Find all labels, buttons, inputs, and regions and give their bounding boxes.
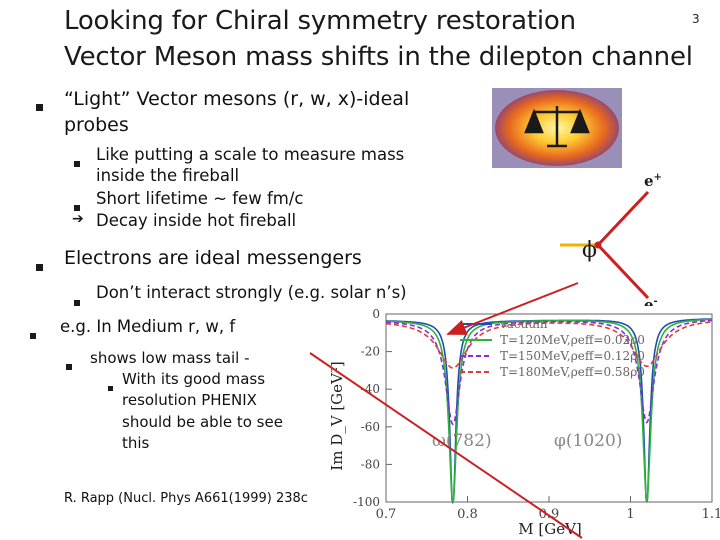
sub-bullet-marker xyxy=(66,355,72,374)
decay-diagram xyxy=(560,190,650,300)
phenix-line-1: With its good mass xyxy=(122,370,266,388)
e-plus-track xyxy=(596,190,650,247)
sub-bullet-marker xyxy=(108,376,113,395)
y-tick-label: -80 xyxy=(361,457,380,471)
sub-bullet-shows: shows low mass tail - xyxy=(90,349,250,367)
arrow-bullet-icon: ➔ xyxy=(72,211,84,227)
sub-bullet-lifetime: Short lifetime ~ few fm/c xyxy=(96,189,304,208)
phenix-line-4: this xyxy=(122,434,150,452)
reference-citation: R. Rapp (Nucl. Phys A661(1999) 238c xyxy=(64,491,308,506)
spectral-function-chart: -100-80-60-40-200 0.7 0.8 0.9 1 1.1 Im D_V [… xyxy=(320,306,720,540)
sub-bullet-scale: Like putting a scale to measure mass xyxy=(96,145,405,164)
legend-label: T=120MeV,ρeff=0.02ρ0 xyxy=(500,333,645,347)
y-axis-label: Im D_V [GeV²] xyxy=(328,361,346,470)
bullet-in-medium: e.g. In Medium r, w, f xyxy=(60,317,236,336)
sub-bullet-marker xyxy=(74,196,80,215)
phenix-line-2: resolution PHENIX xyxy=(122,391,257,409)
phenix-line-3: should be able to see xyxy=(122,413,283,431)
sub-bullet-decay: Decay inside hot fireball xyxy=(96,211,297,230)
bullet-marker xyxy=(36,256,43,275)
x-axis-label: M [GeV] xyxy=(518,520,582,538)
x-tick-label: 0.7 xyxy=(376,507,397,522)
annotation-phi: φ(1020) xyxy=(554,431,622,451)
slide-title-line1: Looking for Chiral symmetry restoration xyxy=(64,6,576,36)
y-tick-label: -20 xyxy=(361,345,380,359)
e-plus-label: e+ xyxy=(644,172,662,190)
page-number: 3 xyxy=(692,12,700,26)
slide-title-line2: Vector Meson mass shifts in the dilepton… xyxy=(64,42,693,72)
e-minus-track xyxy=(596,243,650,300)
x-tick-label: 1 xyxy=(626,507,634,522)
bullet-marker xyxy=(36,96,43,115)
e-minus-label: e- xyxy=(644,296,658,314)
y-tick-label: -40 xyxy=(361,382,380,396)
y-tick-label: -60 xyxy=(361,420,380,434)
bullet-light-vector-mesons-cont: probes xyxy=(64,114,129,136)
fireball-scale-image xyxy=(492,88,622,168)
sub-bullet-marker xyxy=(74,152,80,171)
bullet-electrons: Electrons are ideal messengers xyxy=(64,247,362,269)
sub-bullet-marker xyxy=(74,291,80,310)
phi-label: ϕ xyxy=(582,238,597,263)
legend-label: T=180MeV,ρeff=0.58ρ0 xyxy=(500,365,645,379)
x-tick-label: 0.8 xyxy=(457,507,478,522)
bullet-marker xyxy=(30,324,36,343)
sub-bullet-dont-interact: Don’t interact strongly (e.g. solar n’s) xyxy=(96,283,407,302)
legend-label: T=150MeV,ρeff=0.12ρ0 xyxy=(500,349,645,363)
y-tick-label: 0 xyxy=(372,307,380,321)
sub-bullet-scale-cont: inside the fireball xyxy=(96,166,240,185)
legend-label: vacuum xyxy=(499,317,548,331)
bullet-light-vector-mesons: “Light” Vector mesons (r, w, x)-ideal xyxy=(64,88,410,110)
x-tick-label: 1.1 xyxy=(702,507,720,522)
annotation-omega: ω(782) xyxy=(432,431,492,451)
